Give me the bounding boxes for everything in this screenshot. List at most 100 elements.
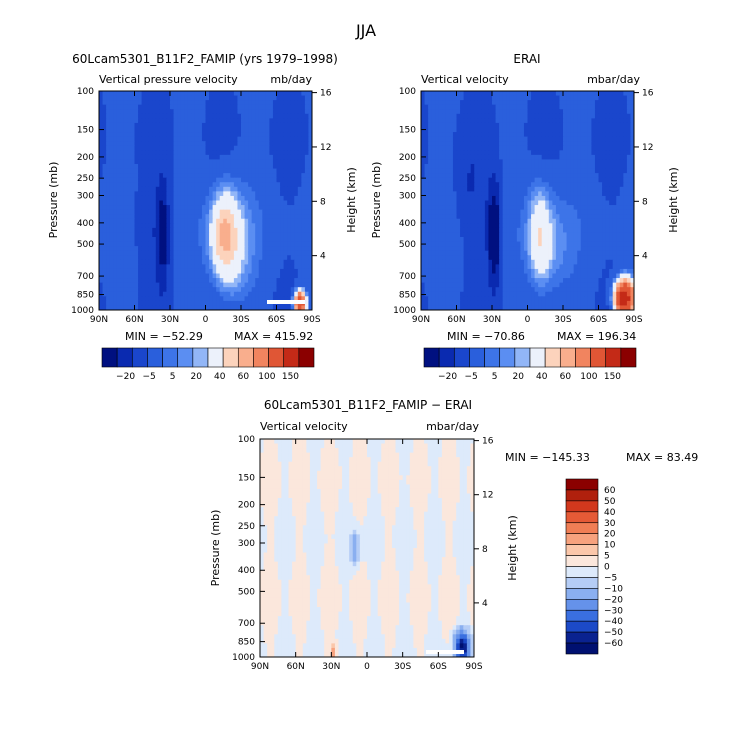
field-cell	[527, 164, 532, 170]
field-cell	[205, 205, 210, 211]
field-cell	[538, 232, 543, 238]
field-cell	[255, 200, 260, 206]
field-cell	[198, 227, 203, 234]
field-cell	[269, 264, 274, 270]
field-cell	[258, 246, 263, 252]
field-cell	[219, 100, 224, 106]
field-cell	[276, 232, 281, 238]
field-cell	[166, 241, 171, 247]
field-cell	[170, 241, 175, 247]
field-cell	[258, 273, 263, 279]
field-cell	[538, 118, 543, 124]
field-cell	[520, 159, 525, 165]
field-cell	[584, 209, 589, 215]
field-cell	[194, 268, 199, 275]
field-cell	[294, 150, 299, 156]
field-cell	[520, 237, 525, 243]
field-cell	[463, 136, 468, 142]
field-cell	[269, 122, 274, 129]
field-cell	[290, 250, 295, 256]
field-cell	[272, 191, 278, 197]
field-cell	[424, 209, 429, 215]
field-cell	[187, 273, 192, 279]
field-cell	[477, 214, 482, 220]
field-cell	[205, 291, 210, 297]
field-cell	[452, 127, 458, 133]
field-cell	[191, 237, 196, 243]
field-cell	[138, 205, 143, 211]
field-cell	[470, 136, 475, 142]
field-cell	[106, 159, 111, 165]
field-cell	[591, 113, 596, 119]
field-cell	[623, 209, 628, 215]
field-cell	[456, 164, 461, 170]
field-cell	[194, 250, 199, 256]
field-cell	[616, 164, 621, 170]
field-cell	[116, 287, 121, 293]
field-cell	[435, 109, 440, 115]
field-cell	[456, 136, 461, 142]
field-cell	[237, 136, 242, 142]
field-cell	[113, 141, 118, 147]
field-cell	[262, 95, 267, 101]
field-cell	[431, 109, 436, 115]
field-cell	[580, 218, 585, 224]
field-cell	[460, 113, 465, 119]
field-cell	[548, 223, 553, 229]
field-cell	[212, 186, 217, 192]
field-cell	[304, 227, 310, 234]
field-cell	[120, 145, 125, 151]
field-cell	[488, 205, 493, 211]
field-cell	[116, 246, 121, 252]
field-cell	[456, 182, 461, 188]
field-cell	[428, 205, 433, 211]
field-cell	[170, 104, 175, 110]
field-cell	[123, 296, 128, 302]
field-cell	[304, 259, 310, 265]
field-cell	[237, 168, 242, 174]
field-cell	[177, 113, 182, 119]
field-cell	[237, 191, 242, 197]
field-cell	[198, 113, 203, 119]
field-cell	[287, 177, 292, 183]
field-cell	[506, 191, 511, 197]
field-cell	[155, 214, 160, 220]
field-cell	[201, 164, 207, 170]
field-cell	[474, 113, 479, 119]
field-cell	[198, 191, 203, 197]
field-cell	[145, 150, 150, 156]
field-cell	[626, 150, 632, 156]
field-cell	[241, 237, 246, 243]
field-cell	[570, 209, 575, 215]
field-cell	[248, 154, 253, 161]
field-cell	[456, 100, 461, 106]
field-cell	[180, 182, 185, 188]
field-cell	[573, 214, 578, 220]
field-cell	[138, 141, 143, 147]
field-cell	[138, 118, 143, 124]
field-cell	[481, 186, 486, 192]
field-cell	[456, 132, 461, 138]
field-cell	[180, 122, 185, 129]
field-cell	[520, 195, 525, 202]
field-cell	[555, 227, 561, 234]
field-cell	[442, 164, 447, 170]
field-cell	[272, 264, 278, 270]
field-cell	[566, 209, 571, 215]
field-cell	[237, 300, 242, 307]
field-cell	[258, 218, 263, 224]
field-cell	[116, 141, 121, 147]
field-cell	[623, 191, 628, 197]
field-cell	[308, 168, 312, 174]
field-cell	[559, 150, 564, 156]
field-cell	[272, 154, 278, 161]
field-cell	[460, 177, 465, 183]
field-cell	[198, 232, 203, 238]
field-cell	[531, 227, 536, 234]
y-tick-label: 400	[77, 219, 94, 229]
field-cell	[495, 104, 500, 110]
field-cell	[308, 150, 312, 156]
field-cell	[619, 218, 624, 224]
field-cell	[630, 227, 634, 234]
field-cell	[523, 227, 529, 234]
